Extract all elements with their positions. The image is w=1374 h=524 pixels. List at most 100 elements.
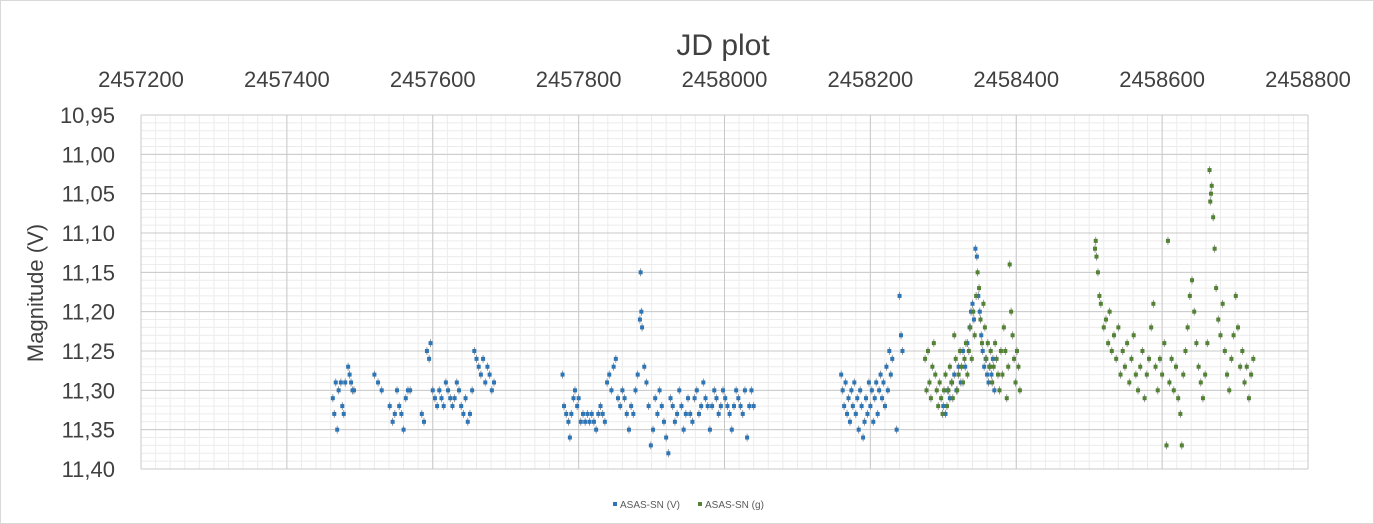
data-point	[351, 388, 356, 393]
data-point	[865, 411, 870, 416]
data-point	[855, 396, 860, 401]
data-point	[729, 427, 734, 432]
data-point	[467, 411, 472, 416]
data-point	[572, 388, 577, 393]
data-point	[1238, 364, 1243, 369]
data-point	[1122, 364, 1127, 369]
data-point	[672, 419, 677, 424]
data-point	[969, 309, 974, 314]
data-point	[642, 364, 647, 369]
data-point	[1211, 215, 1216, 220]
data-point	[441, 404, 446, 409]
data-point	[944, 404, 949, 409]
data-point	[986, 380, 991, 385]
data-point	[888, 372, 893, 377]
data-point	[977, 286, 982, 291]
data-point	[635, 372, 640, 377]
data-point	[856, 427, 861, 432]
data-point	[1103, 317, 1108, 322]
data-point	[947, 396, 952, 401]
data-point	[975, 270, 980, 275]
data-point	[646, 404, 651, 409]
data-point	[631, 411, 636, 416]
data-point	[966, 349, 971, 353]
data-point	[988, 349, 993, 353]
data-point	[571, 396, 576, 401]
x-tick-label: 2458200	[828, 67, 914, 92]
data-point	[981, 301, 986, 306]
data-point	[644, 380, 649, 385]
data-point	[949, 380, 954, 385]
data-point	[738, 404, 743, 409]
data-point	[349, 380, 354, 385]
data-point	[611, 364, 616, 369]
data-point	[613, 356, 618, 361]
data-point	[605, 380, 610, 385]
data-point	[1133, 372, 1138, 377]
data-point	[330, 396, 335, 401]
data-point	[1160, 372, 1165, 377]
data-point	[939, 396, 944, 401]
data-point	[686, 396, 691, 401]
data-point	[1109, 349, 1114, 353]
data-point	[885, 388, 890, 393]
legend-marker	[698, 502, 702, 506]
data-point	[727, 411, 732, 416]
data-point	[699, 404, 704, 409]
data-point	[335, 427, 340, 432]
data-point	[485, 364, 490, 369]
data-point	[880, 396, 885, 401]
data-point	[1212, 246, 1217, 251]
data-point	[962, 356, 967, 361]
data-point	[751, 404, 756, 409]
data-point	[567, 435, 572, 440]
data-point	[1001, 325, 1006, 330]
data-point	[965, 372, 970, 377]
series-v	[330, 244, 997, 458]
data-point	[936, 404, 941, 409]
data-point	[705, 404, 710, 409]
data-point	[1111, 333, 1116, 338]
data-point	[1244, 364, 1249, 369]
data-point	[638, 270, 643, 275]
data-point	[616, 396, 621, 401]
data-point	[575, 404, 580, 409]
data-point	[1233, 293, 1238, 298]
data-point	[1218, 333, 1223, 338]
data-point	[976, 293, 981, 298]
data-point	[472, 349, 477, 353]
data-point	[1006, 364, 1011, 369]
data-point	[332, 411, 337, 416]
data-point	[437, 388, 442, 393]
data-point	[428, 341, 433, 346]
data-point	[341, 411, 346, 416]
data-point	[1004, 396, 1009, 401]
data-point	[390, 419, 395, 424]
data-point	[731, 404, 736, 409]
data-point	[596, 411, 601, 416]
data-point	[1227, 388, 1232, 393]
data-point	[994, 356, 999, 361]
data-point	[1169, 356, 1174, 361]
data-point	[1251, 356, 1256, 361]
x-tick-label: 2458000	[682, 67, 768, 92]
data-point	[692, 396, 697, 401]
data-point	[1214, 286, 1219, 291]
chart-title: JD plot	[676, 29, 770, 62]
data-point	[937, 380, 942, 385]
legend-label: ASAS-SN (V)	[620, 500, 680, 511]
data-point	[696, 411, 701, 416]
x-tick-label: 2458600	[1119, 67, 1205, 92]
data-point	[973, 246, 978, 251]
data-point	[452, 396, 457, 401]
data-point	[703, 396, 708, 401]
data-point	[446, 388, 451, 393]
data-point	[859, 404, 864, 409]
data-point	[476, 364, 481, 369]
series-g	[923, 166, 1256, 450]
data-point	[622, 396, 627, 401]
data-point	[448, 396, 453, 401]
data-point	[618, 404, 623, 409]
data-point	[668, 396, 673, 401]
data-point	[712, 388, 717, 393]
